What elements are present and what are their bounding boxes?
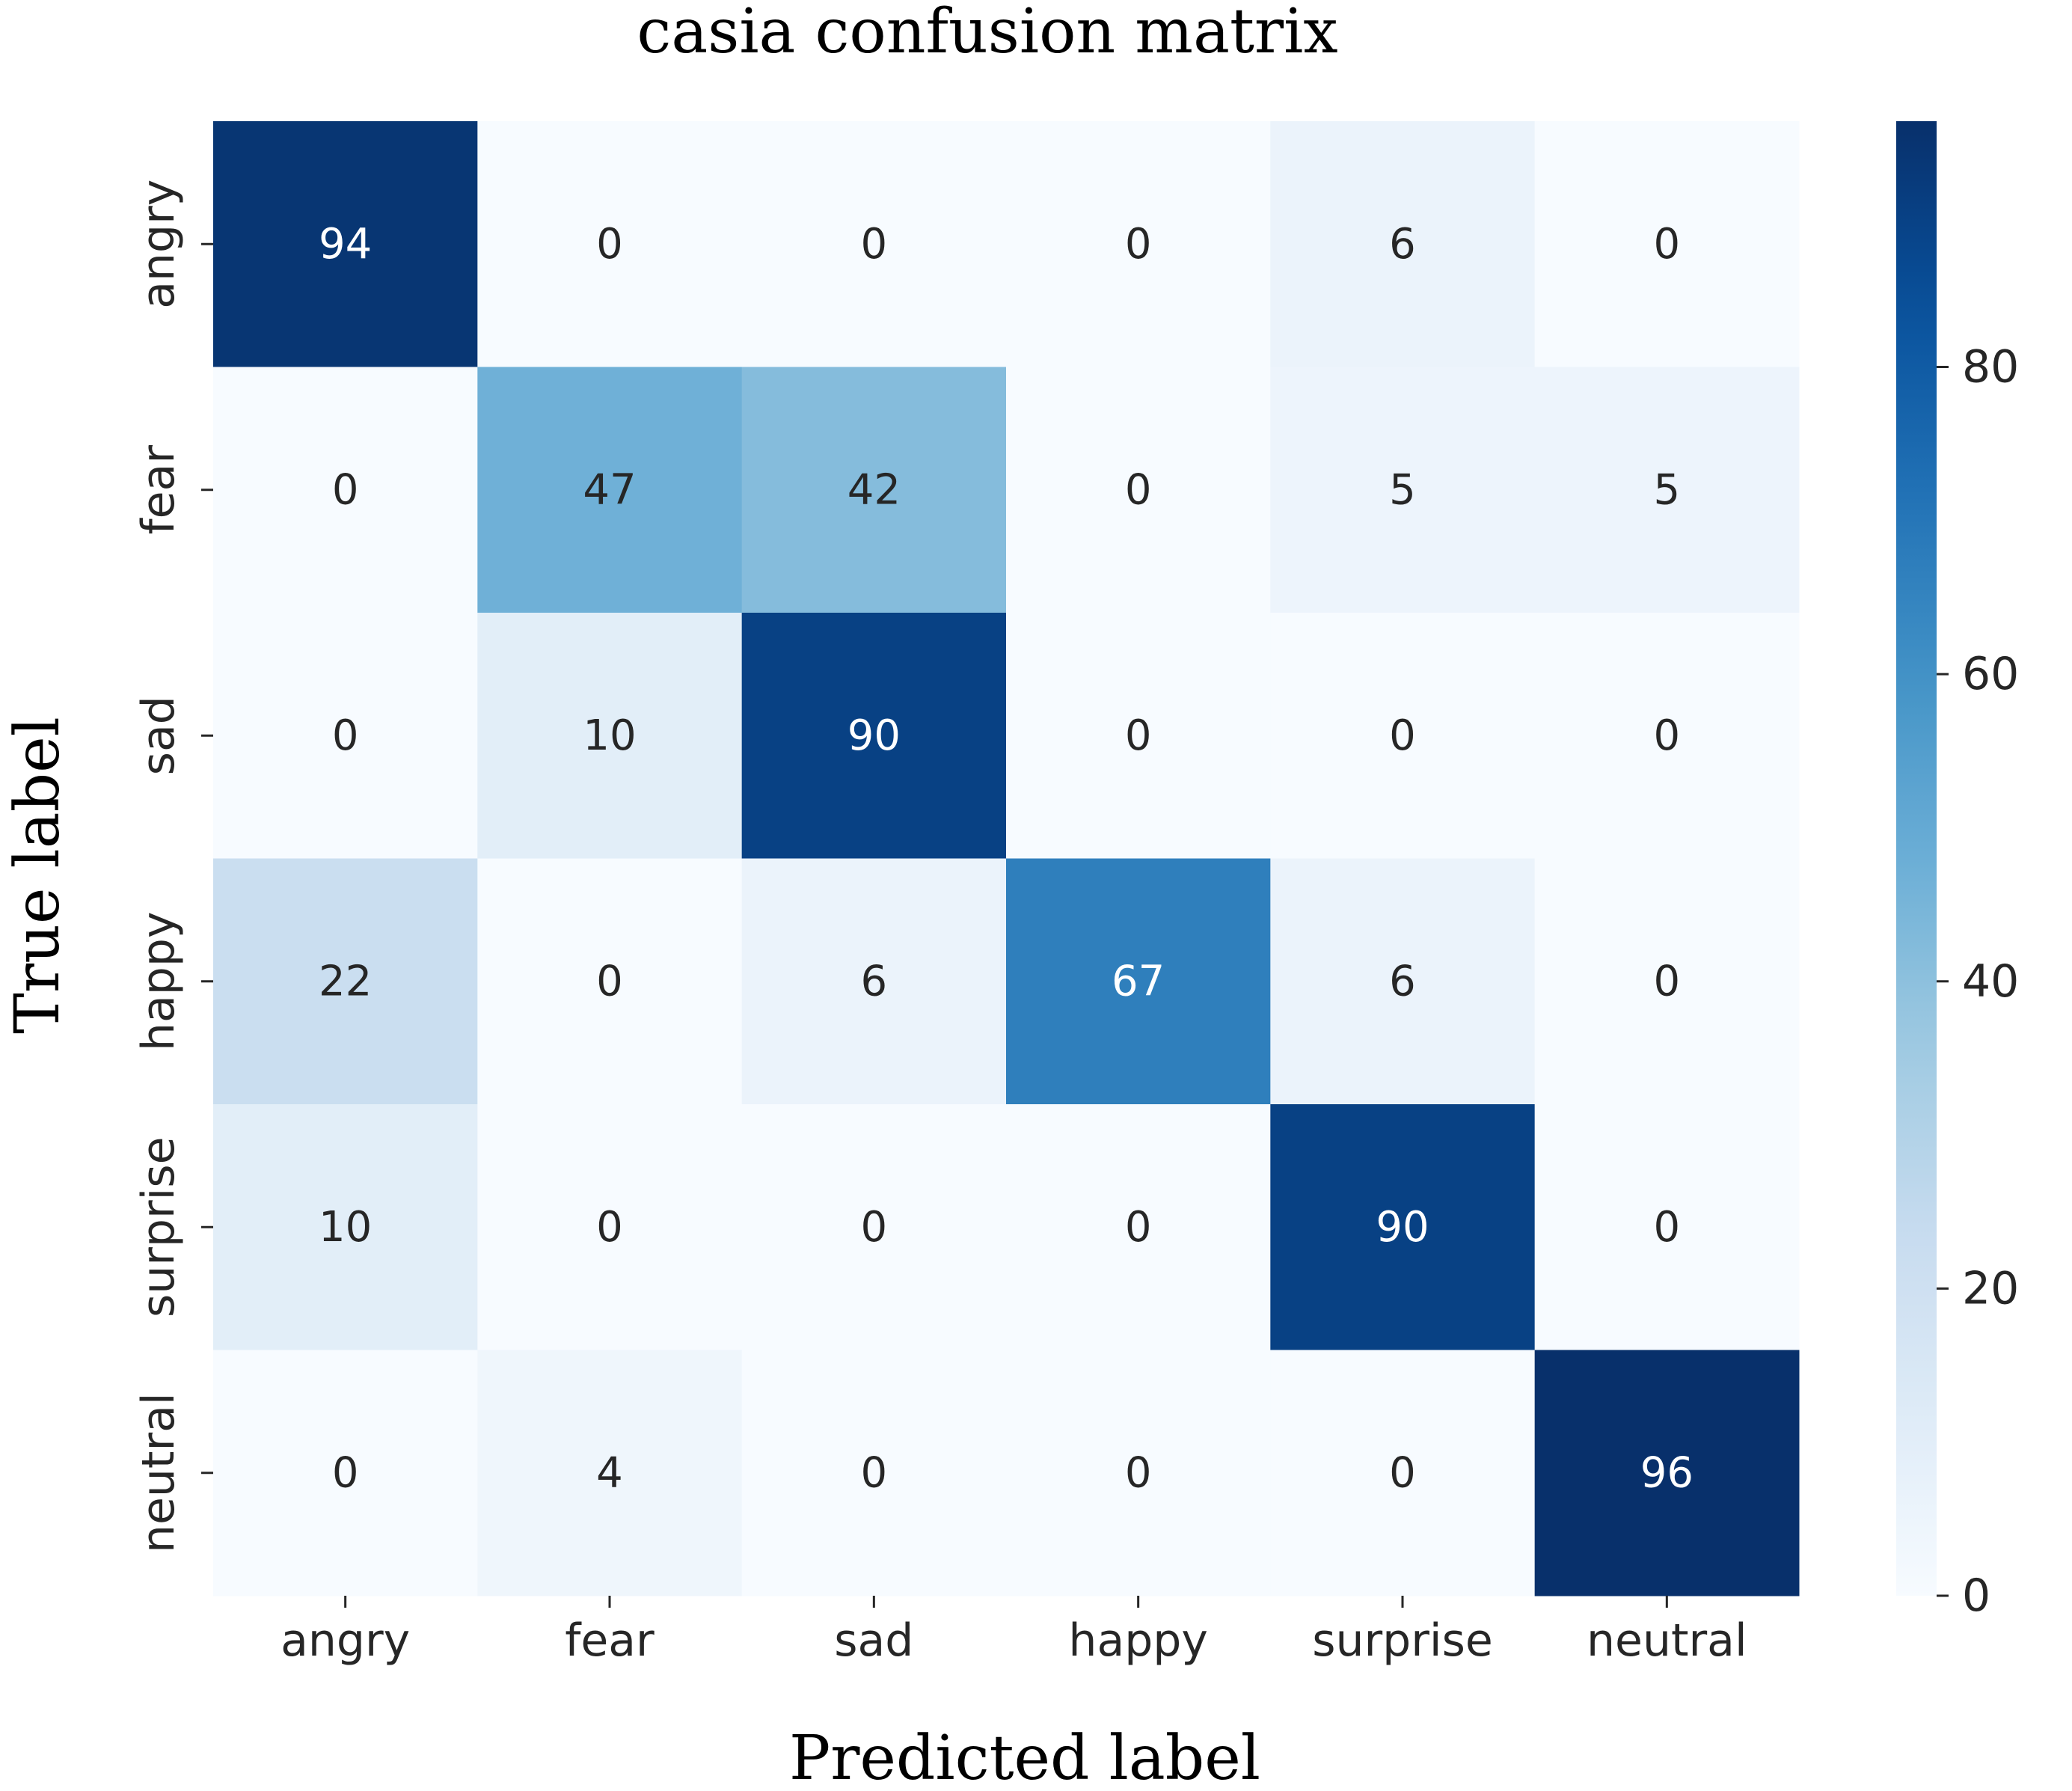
cell-value-label: 5 (1654, 465, 1681, 514)
colorbar-tick-label: 20 (1962, 1262, 2019, 1314)
heatmap-cell (1270, 613, 1536, 859)
y-tick-label: neutral (132, 1392, 185, 1553)
heatmap-cell (1006, 1350, 1271, 1596)
heatmap-cell (477, 367, 743, 613)
heatmap-cell (1534, 367, 1800, 613)
cell-value-label: 96 (1640, 1448, 1694, 1497)
cell-value-label: 0 (1389, 1448, 1416, 1497)
cell-value-label: 90 (848, 711, 901, 760)
heatmap-cells: 94 0 0 0 6 0 0 47 42 0 5 5 0 10 90 0 0 0 22 0 6 67 6 0 10 0 0 0 90 0 0… (213, 121, 1800, 1596)
y-tick-label: fear (132, 445, 185, 535)
heatmap-cell (213, 121, 478, 367)
y-tick-label: surprise (132, 1136, 185, 1317)
heatmap-cell (741, 1350, 1007, 1596)
heatmap-cell (1006, 613, 1271, 859)
x-tick-label: fear (565, 1614, 655, 1667)
cell-value-label: 22 (319, 957, 372, 1005)
cell-value-label: 0 (861, 220, 888, 269)
heatmap-cell (213, 1104, 478, 1350)
heatmap-cell (1270, 858, 1536, 1105)
heatmap-cell (477, 858, 743, 1105)
cell-value-label: 6 (1389, 957, 1416, 1005)
cell-value-label: 5 (1389, 465, 1416, 514)
colorbar (1896, 121, 1937, 1596)
heatmap-cell (213, 367, 478, 613)
cell-value-label: 10 (319, 1203, 372, 1252)
heatmap-cell (741, 1104, 1007, 1350)
heatmap-cell (741, 121, 1007, 367)
heatmap-cell (1534, 1104, 1800, 1350)
y-axis-label: True label (2, 717, 73, 1034)
heatmap-cell (1534, 1350, 1800, 1596)
cell-value-label: 0 (1125, 465, 1152, 514)
heatmap-cell (1006, 858, 1271, 1105)
cell-value-label: 0 (1654, 1203, 1681, 1252)
heatmap-cell (1006, 121, 1271, 367)
x-tick-label: angry (281, 1614, 410, 1667)
x-tick-label: happy (1068, 1614, 1207, 1667)
cell-value-label: 0 (861, 1448, 888, 1497)
heatmap-cell (477, 1104, 743, 1350)
heatmap-cell (477, 121, 743, 367)
heatmap-cell (1270, 1104, 1536, 1350)
x-axis-label: Predicted label (789, 1723, 1260, 1791)
heatmap-cell (1534, 613, 1800, 859)
cell-value-label: 10 (583, 711, 636, 760)
x-tick-label: surprise (1312, 1614, 1493, 1667)
heatmap-cell (213, 858, 478, 1105)
x-tick-label: neutral (1587, 1614, 1747, 1667)
heatmap-cell (741, 858, 1007, 1105)
cell-value-label: 0 (596, 220, 623, 269)
cell-value-label: 0 (596, 957, 623, 1005)
colorbar-ticks: 0 20 40 60 80 (1937, 341, 2019, 1622)
heatmap-cell (477, 1350, 743, 1596)
cell-value-label: 0 (1125, 220, 1152, 269)
chart-title: casia confusion matrix (637, 0, 1337, 67)
cell-value-label: 0 (1654, 220, 1681, 269)
heatmap-cell (1270, 121, 1536, 367)
cell-value-label: 94 (319, 220, 372, 269)
heatmap-cell (1006, 1104, 1271, 1350)
cell-value-label: 6 (861, 957, 888, 1005)
heatmap-cell (741, 613, 1007, 859)
cell-value-label: 0 (596, 1203, 623, 1252)
cell-value-label: 42 (848, 465, 901, 514)
cell-value-label: 0 (1654, 957, 1681, 1005)
heatmap-cell (1534, 121, 1800, 367)
x-axis-ticks: angry fear sad happy surprise neutral (281, 1596, 1747, 1667)
cell-value-label: 0 (332, 1448, 359, 1497)
colorbar-tick-label: 40 (1962, 955, 2019, 1008)
x-tick-label: sad (834, 1614, 913, 1667)
heatmap-cell (213, 1350, 478, 1596)
heatmap-cell (741, 367, 1007, 613)
cell-value-label: 67 (1112, 957, 1165, 1005)
colorbar-tick-label: 60 (1962, 648, 2019, 700)
cell-value-label: 0 (1125, 1448, 1152, 1497)
cell-value-label: 47 (583, 465, 636, 514)
colorbar-tick-label: 80 (1962, 341, 2019, 394)
cell-value-label: 0 (1654, 711, 1681, 760)
heatmap-cell (1270, 1350, 1536, 1596)
cell-value-label: 0 (332, 465, 359, 514)
y-tick-label: sad (132, 696, 185, 775)
heatmap-cell (1270, 367, 1536, 613)
y-axis-ticks: angry fear sad happy surprise neutral (132, 180, 213, 1553)
heatmap-cell (213, 613, 478, 859)
heatmap-cell (1534, 858, 1800, 1105)
cell-value-label: 4 (596, 1448, 623, 1497)
heatmap-cell (477, 613, 743, 859)
heatmap-cell (1006, 367, 1271, 613)
y-tick-label: angry (132, 180, 185, 309)
cell-value-label: 0 (332, 711, 359, 760)
colorbar-tick-label: 0 (1962, 1570, 1990, 1622)
y-tick-label: happy (132, 912, 185, 1051)
cell-value-label: 90 (1376, 1203, 1429, 1252)
cell-value-label: 0 (861, 1203, 888, 1252)
cell-value-label: 0 (1125, 1203, 1152, 1252)
cell-value-label: 0 (1389, 711, 1416, 760)
cell-value-label: 0 (1125, 711, 1152, 760)
cell-value-label: 6 (1389, 220, 1416, 269)
